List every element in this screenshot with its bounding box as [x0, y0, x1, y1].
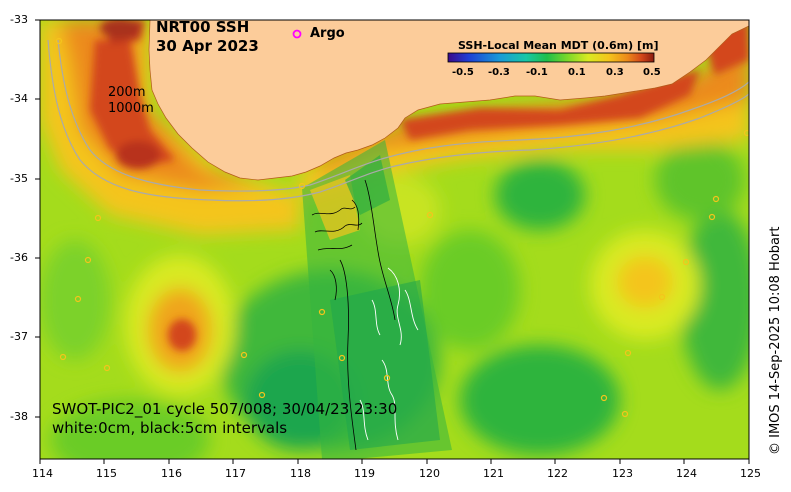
- x-tick-label: 116: [161, 467, 182, 480]
- argo-float-markers: [55, 37, 749, 418]
- swot-contour-note: white:0cm, black:5cm intervals: [52, 419, 288, 437]
- isobath-label-200: 200m: [108, 85, 146, 100]
- colorbar-tick: 0.3: [606, 67, 624, 78]
- x-tick-label: 121: [483, 467, 504, 480]
- x-tick-label: 120: [419, 467, 440, 480]
- isobath-lines: [47, 39, 749, 202]
- colorbar: [447, 52, 655, 63]
- plot-frame: [39, 19, 750, 460]
- colorbar-tick: -0.3: [488, 67, 510, 78]
- y-tick-label: -35: [10, 172, 28, 185]
- swot-caption: SWOT-PIC2_01 cycle 507/008; 30/04/23 23:…: [52, 400, 398, 418]
- map-title: NRT00 SSH: [156, 18, 250, 36]
- x-tick-label: 114: [32, 467, 53, 480]
- colorbar-tick: 0.5: [643, 67, 661, 78]
- colorbar-tick: -0.5: [452, 67, 474, 78]
- x-tick-label: 124: [676, 467, 697, 480]
- isobath-label-1000: 1000m: [108, 101, 154, 116]
- argo-legend-icon: [292, 29, 302, 39]
- x-tick-label: 123: [612, 467, 633, 480]
- axis-ticks: [35, 19, 750, 464]
- colorbar-tick: -0.1: [526, 67, 548, 78]
- x-tick-label: 119: [354, 467, 375, 480]
- y-tick-label: -34: [10, 92, 28, 105]
- swot-swath: [302, 140, 452, 459]
- map-date: 30 Apr 2023: [156, 37, 259, 55]
- x-tick-label: 117: [225, 467, 246, 480]
- x-tick-label: 115: [96, 467, 117, 480]
- x-tick-label: 122: [547, 467, 568, 480]
- y-tick-label: -37: [10, 330, 28, 343]
- credit-text: © IMOS 14-Sep-2025 10:08 Hobart: [768, 226, 783, 455]
- y-tick-label: -38: [10, 410, 28, 423]
- x-tick-label: 118: [290, 467, 311, 480]
- plot-area: [40, 20, 749, 459]
- y-tick-label: -36: [10, 251, 28, 264]
- x-tick-label: 125: [740, 467, 761, 480]
- colorbar-tick: 0.1: [568, 67, 586, 78]
- y-tick-label: -33: [10, 13, 28, 26]
- argo-legend-label: Argo: [310, 26, 345, 41]
- colorbar-title: SSH-Local Mean MDT (0.6m) [m]: [458, 39, 659, 52]
